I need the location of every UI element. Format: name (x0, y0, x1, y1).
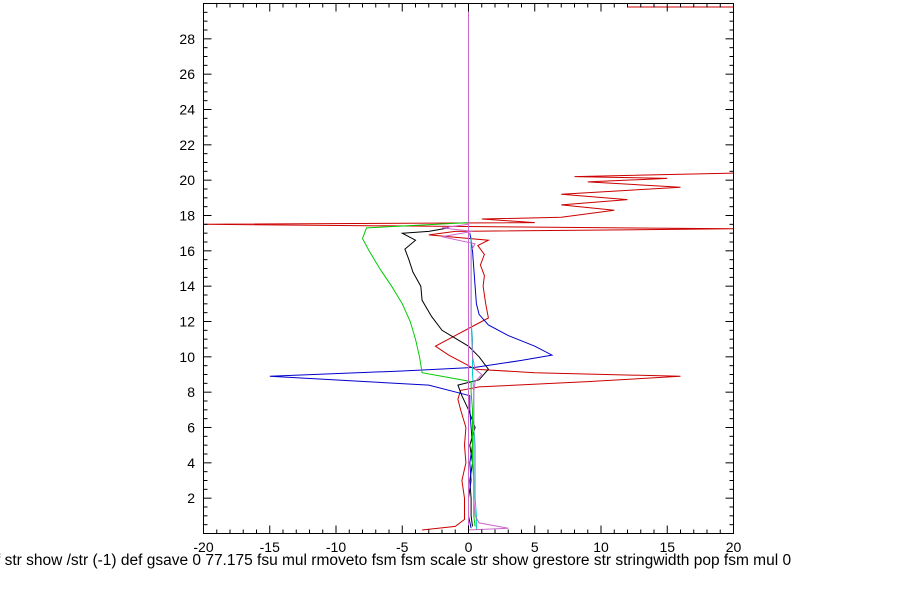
x-tick-label: 20 (726, 539, 742, 555)
y-tick-label: 14 (179, 278, 195, 294)
y-tick-label: 12 (179, 314, 195, 330)
y-tick-label: 22 (179, 137, 195, 153)
y-tick-label: 8 (187, 384, 195, 400)
x-tick-label: 15 (659, 539, 675, 555)
x-tick-label: 0 (465, 539, 473, 555)
y-tick-label: 2 (187, 490, 195, 506)
x-tick-label: -20 (193, 539, 213, 555)
y-tick-label: 4 (187, 455, 195, 471)
series-line-violet (441, 5, 509, 534)
y-tick-label: 26 (179, 66, 195, 82)
footer-label: f str show /str (-1) def gsave 0 77.175 … (0, 552, 792, 569)
x-axis: -20 -15 -10 -5 0 5 10 15 20 (193, 3, 742, 555)
y-tick-label: 10 (179, 349, 195, 365)
y-tick-label: 18 (179, 208, 195, 224)
y-tick-label: 6 (187, 420, 195, 436)
y-tick-label: 24 (179, 102, 195, 118)
x-tick-label: 10 (593, 539, 609, 555)
y-tick-label: 28 (179, 31, 195, 47)
series-layer (203, 5, 734, 534)
series-line-red (203, 172, 734, 531)
y-tick-label: 20 (179, 172, 195, 188)
y-tick-label: 16 (179, 243, 195, 259)
footer-text: f str show /str (-1) def gsave 0 77.175 … (0, 552, 900, 576)
x-tick-label: -15 (260, 539, 280, 555)
x-tick-label: -10 (326, 539, 346, 555)
x-tick-label: 5 (531, 539, 539, 555)
x-tick-label: -5 (396, 539, 409, 555)
